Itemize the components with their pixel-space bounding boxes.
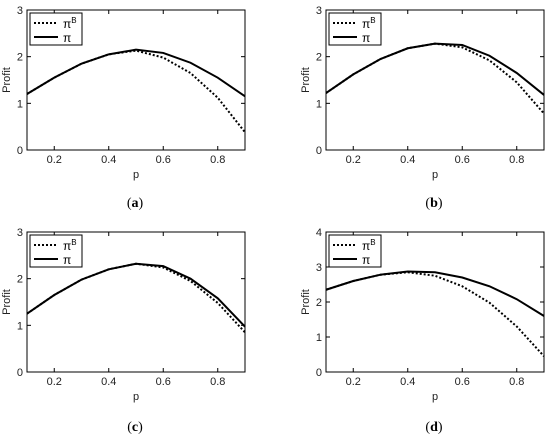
- legend-label-superscript: B: [370, 16, 375, 25]
- y-tick-label: 0: [17, 367, 23, 379]
- legend-box: [29, 12, 83, 46]
- series-line-pi: [26, 262, 246, 328]
- caption-open: (: [127, 420, 132, 435]
- x-tick-label: 0.8: [509, 154, 524, 166]
- legend-label-base: π: [362, 253, 370, 267]
- y-axis-label: Profit: [1, 289, 13, 315]
- x-tick-label: 0.4: [400, 154, 415, 166]
- legend-label-base: π: [362, 31, 370, 45]
- caption-close: ): [438, 420, 443, 435]
- x-tick-label: 0.2: [346, 376, 361, 388]
- x-axis-label: p: [133, 391, 139, 403]
- panel-caption: (d): [425, 420, 442, 435]
- caption-letter: d: [430, 420, 438, 435]
- x-tick-label: 0.4: [400, 376, 415, 388]
- y-tick-label: 1: [316, 332, 322, 344]
- panel-caption: (a): [127, 196, 144, 211]
- x-tick-label: 0.2: [346, 154, 361, 166]
- y-axis-label: Profit: [1, 67, 13, 93]
- legend-label: πB: [362, 16, 376, 31]
- legend-box: [328, 12, 382, 46]
- x-axis-label: p: [133, 169, 139, 181]
- legend-label-superscript: B: [71, 238, 76, 247]
- chart-panel-4: 0.2 0.4 0.6 0.8 0 1 2 3 4 p Profit πBπ: [300, 227, 545, 403]
- legend-box: [29, 234, 83, 268]
- caption-close: ): [138, 420, 143, 435]
- x-tick-label: 0.2: [47, 154, 62, 166]
- legend-label: πB: [362, 238, 376, 253]
- legend-label: π: [63, 253, 71, 267]
- y-tick-label: 2: [17, 52, 23, 64]
- x-tick-label: 0.6: [455, 154, 470, 166]
- x-tick-label: 0.8: [210, 154, 225, 166]
- legend-label-base: π: [362, 239, 370, 253]
- y-tick-label: 2: [316, 297, 322, 309]
- x-axis-label: p: [432, 391, 438, 403]
- y-axis-label: Profit: [300, 67, 312, 93]
- legend-label-base: π: [63, 31, 71, 45]
- x-tick-label: 0.8: [210, 376, 225, 388]
- y-tick-label: 3: [316, 5, 322, 17]
- legend-label: πB: [63, 238, 77, 253]
- y-tick-label: 4: [316, 227, 322, 239]
- y-axis-label: Profit: [300, 289, 312, 315]
- legend-box: [328, 234, 382, 268]
- legend-label: π: [362, 31, 370, 45]
- legend-label-base: π: [63, 17, 71, 31]
- y-tick-label: 0: [17, 145, 23, 157]
- x-tick-label: 0.4: [101, 154, 116, 166]
- panel-caption: (b): [425, 196, 442, 211]
- caption-open: (: [425, 196, 430, 211]
- x-tick-label: 0.6: [156, 376, 171, 388]
- x-tick-label: 0.8: [509, 376, 524, 388]
- legend-label: π: [362, 253, 370, 267]
- y-tick-label: 1: [316, 98, 322, 110]
- legend-label-superscript: B: [370, 238, 375, 247]
- panel-caption: (c): [127, 420, 143, 435]
- series-line-pi: [325, 42, 545, 96]
- chart-panel-2: 0.2 0.4 0.6 0.8 0 1 2 3 p Profit πBπ: [300, 5, 545, 181]
- series-line-pi: [26, 48, 246, 98]
- y-tick-label: 3: [316, 262, 322, 274]
- y-tick-label: 1: [17, 98, 23, 110]
- chart-panel-1: 0.2 0.4 0.6 0.8 0 1 2 3 p Profit πBπ: [1, 5, 246, 181]
- x-tick-label: 0.6: [455, 376, 470, 388]
- series-line-pi: [325, 270, 545, 317]
- legend-label-base: π: [362, 17, 370, 31]
- caption-open: (: [425, 420, 430, 435]
- legend-label-base: π: [63, 239, 71, 253]
- legend-label: πB: [63, 16, 77, 31]
- caption-close: ): [139, 196, 144, 211]
- legend-label: π: [63, 31, 71, 45]
- x-axis-label: p: [432, 169, 438, 181]
- caption-letter: c: [132, 420, 138, 435]
- y-tick-label: 3: [17, 5, 23, 17]
- caption-letter: b: [430, 196, 438, 211]
- y-tick-label: 2: [316, 52, 322, 64]
- legend-label-superscript: B: [71, 16, 76, 25]
- x-tick-label: 0.6: [156, 154, 171, 166]
- y-tick-label: 3: [17, 227, 23, 239]
- caption-letter: a: [132, 196, 139, 211]
- caption-open: (: [127, 196, 132, 211]
- x-tick-label: 0.4: [101, 376, 116, 388]
- y-tick-label: 0: [316, 145, 322, 157]
- chart-panel-3: 0.2 0.4 0.6 0.8 0 1 2 3 p Profit πBπ: [1, 227, 246, 403]
- y-tick-label: 1: [17, 320, 23, 332]
- caption-close: ): [438, 196, 443, 211]
- legend-label-base: π: [63, 253, 71, 267]
- y-tick-label: 0: [316, 367, 322, 379]
- y-tick-label: 2: [17, 274, 23, 286]
- x-tick-label: 0.2: [47, 376, 62, 388]
